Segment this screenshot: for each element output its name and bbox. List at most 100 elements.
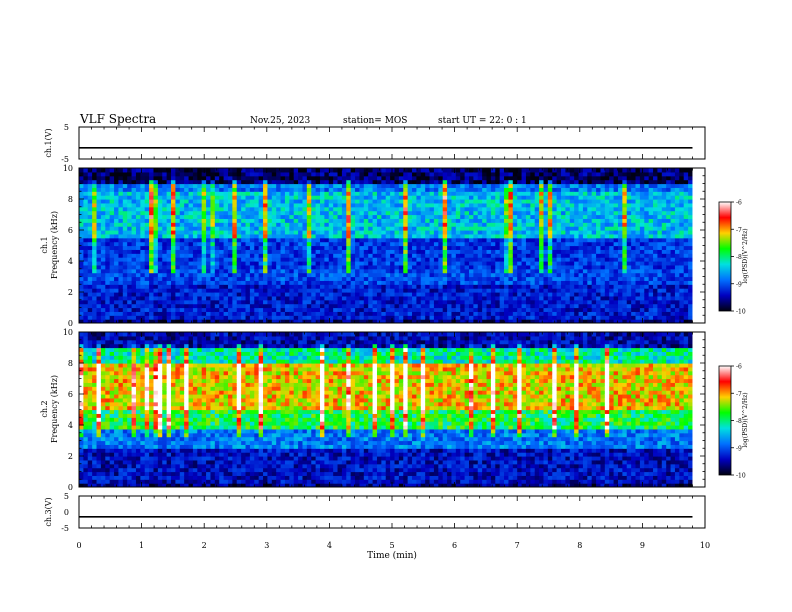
ch1-spectrogram-cell [179,257,185,262]
ch1-spectrogram-cell [416,261,422,266]
ch1-spectrogram-cell [249,214,255,219]
ch1-spectrogram-cell [140,222,146,227]
ch1-spectrogram-cell [591,183,597,188]
ch1-spectrogram-cell [600,276,606,281]
ch1-spectrogram-cell [403,230,409,235]
ch1-spectrogram-cell [530,311,536,316]
ch1-spectrogram-cell [355,311,361,316]
ch1-spectrogram-cell [236,171,242,177]
ch1-spectrogram-cell [320,241,325,247]
ch1-spectrogram-cell [482,288,488,293]
ch1-spectrogram-cell [127,272,133,278]
ch1-spectrogram-cell [280,288,286,293]
ch1-spectrogram-cell [495,249,501,254]
ch1-spectrogram-cell [184,241,190,247]
ch1-spectrogram-cell [175,183,181,188]
ch1-spectrogram-cell [534,230,540,235]
ch1-spectrogram-cell [582,187,588,192]
ch1-spectrogram-cell [416,245,422,250]
ch1-spectrogram-cell [315,272,321,278]
ch1-spectrogram-cell [267,222,273,227]
ch1-spectrogram-cell [363,199,369,204]
ch1-spectrogram-cell [359,272,365,278]
ch1-spectrogram-cell [381,299,387,305]
ch1-spectrogram-cell [359,253,365,258]
ch1-spectrogram-cell [271,315,277,320]
ch1-spectrogram-cell [289,249,295,254]
ch1-spectrogram-cell [122,311,128,316]
ch1-spectrogram-cell [79,264,84,270]
ch1-spectrogram-cell [350,199,356,204]
ch1-spectrogram-cell [254,257,260,262]
ch1-spectrogram-cell [263,233,269,239]
ch1-spectrogram-cell [368,307,374,312]
ch1-spectrogram-cell [525,245,531,250]
ch1-spectrogram-cell [376,268,382,274]
ch1-spectrogram-cell [306,199,312,204]
ch1-spectrogram-cell [442,175,448,181]
ch1-spectrogram-cell [412,241,418,247]
ch1-spectrogram-cell [315,292,321,297]
ch1-spectrogram-cell [118,303,124,309]
ch1-spectrogram-cell [561,241,566,247]
ch1-spectrogram-cell [140,268,146,274]
ch1-spectrogram-cell [556,199,562,204]
ch1-spectrogram-cell [582,245,588,250]
ch1-spectrogram-cell [569,264,575,270]
ch1-spectrogram-cell [114,253,120,258]
ch1-spectrogram-cell [206,187,212,192]
ch1-spectrogram-cell [604,210,610,216]
ch1-spectrogram-cell [149,303,155,309]
ch1-spectrogram-cell [442,179,448,185]
ch1-spectrogram-cell [407,210,413,216]
ch1-spectrogram-cell [512,272,518,278]
ch1-spectrogram-cell [451,284,457,289]
ch1-spectrogram-cell [376,210,382,216]
ch1-spectrogram-cell [521,199,527,204]
ch1-spectrogram-cell [469,202,474,208]
ch1-spectrogram-cell [320,284,325,289]
ch1-spectrogram-cell [613,319,619,323]
ch1-spectrogram-cell [600,288,606,293]
ch1-spectrogram-cell [223,245,229,250]
ch1-spectrogram-cell [105,206,111,212]
ch1-spectrogram-cell [184,311,190,316]
ch1-spectrogram-cell [403,261,409,266]
ch1-spectrogram-cell [236,222,242,227]
ch1-spectrogram-cell [561,226,566,231]
ch1-spectrogram-cell [490,214,496,219]
ch1-spectrogram-cell [140,168,146,173]
ch1-spectrogram-cell [315,319,321,323]
ch1-spectrogram-cell [328,206,334,212]
ch1-spectrogram-cell [197,311,203,316]
ch1-spectrogram-cell [100,233,106,239]
ch1-spectrogram-cell [135,272,141,278]
ch1-spectrogram-cell [267,299,273,305]
ch1-spectrogram-cell [219,241,225,247]
ch1-spectrogram-cell [249,257,255,262]
ch1-spectrogram-cell [394,226,400,231]
ch1-spectrogram-cell [442,249,448,254]
ch1-spectrogram-cell [412,245,418,250]
ch1-spectrogram-cell [258,288,264,293]
ch1-spectrogram-cell [192,191,198,196]
ch1-spectrogram-cell [87,319,93,323]
ch1-spectrogram-cell [381,222,387,227]
ch1-spectrogram-cell [451,315,457,320]
ch1-spectrogram-cell [543,253,549,258]
ch1-spectrogram-cell [512,175,518,181]
ch1-spectrogram-cell [460,272,466,278]
ch1-spectrogram-cell [324,280,330,285]
ch1-spectrogram-cell [569,171,575,177]
ch1-spectrogram-cell [469,168,474,173]
ch1-spectrogram-cell [184,237,190,243]
ch1-spectrogram-cell [144,168,150,173]
ch1-spectrogram-cell [298,230,304,235]
ch1-spectrogram-cell [569,226,575,231]
ch1-spectrogram-cell [591,272,597,278]
ch1-spectrogram-cell [429,218,435,223]
ch1-spectrogram-cell [87,237,93,243]
ch1-spectrogram-cell [438,284,444,289]
ch1-spectrogram-cell [100,171,106,177]
ch1-spectrogram-cell [223,237,229,243]
